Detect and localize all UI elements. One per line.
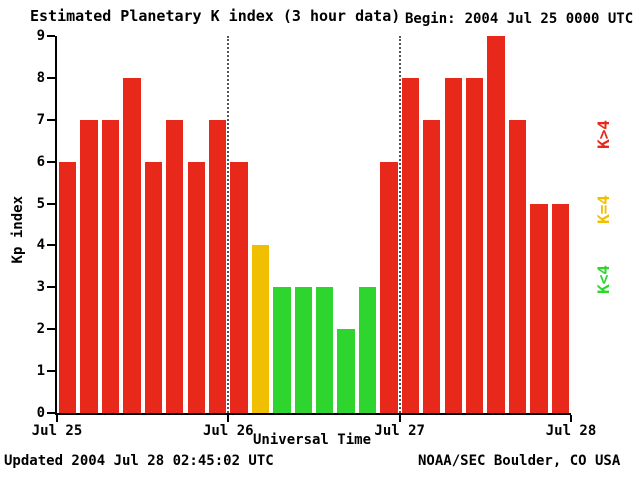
y-tick-label: 7: [36, 111, 45, 128]
kp-bar: [166, 119, 184, 413]
kp-bar: [230, 161, 248, 413]
source-credit: NOAA/SEC Boulder, CO USA: [418, 453, 621, 469]
y-tick: [47, 202, 55, 205]
day-boundary-line: [398, 36, 401, 413]
x-axis-title: Universal Time: [252, 432, 372, 448]
kp-bar: [187, 161, 205, 413]
y-tick-label: 5: [36, 195, 45, 212]
kp-bar: [530, 203, 548, 413]
x-tick-label: Jul 28: [545, 423, 597, 439]
y-tick: [47, 412, 55, 414]
y-tick: [47, 286, 55, 289]
y-tick: [47, 118, 55, 121]
kp-bar: [487, 36, 505, 413]
x-tick: [56, 415, 58, 422]
y-tick: [47, 160, 55, 163]
kp-bar: [423, 119, 441, 413]
kp-bar: [273, 287, 291, 413]
y-tick-label: 0: [36, 405, 45, 421]
x-tick-label: Jul 26: [203, 423, 254, 439]
y-tick-label: 8: [36, 69, 45, 86]
kp-bar: [508, 119, 527, 413]
legend-k-gt-4: K>4: [594, 120, 613, 149]
x-tick-label: Jul 27: [374, 423, 425, 439]
y-tick-label: 9: [36, 28, 45, 44]
legend-k-lt-4: K<4: [594, 265, 613, 294]
kp-bar: [337, 329, 355, 413]
y-tick: [47, 76, 55, 79]
day-boundary-line: [227, 36, 230, 413]
kp-bar: [444, 77, 462, 413]
kp-bar: [380, 161, 398, 413]
y-tick-label: 2: [36, 321, 45, 338]
y-tick: [47, 35, 55, 37]
kp-bar: [144, 161, 163, 413]
y-tick-label: 3: [36, 279, 45, 296]
kp-bar: [80, 119, 98, 413]
y-tick-label: 4: [36, 237, 45, 254]
x-tick: [227, 415, 230, 422]
kp-bar: [101, 119, 120, 413]
kp-bar: [294, 287, 312, 413]
kp-bar: [251, 245, 270, 413]
x-tick: [570, 415, 572, 422]
kp-bar: [401, 77, 420, 413]
kp-bar: [551, 203, 569, 413]
kp-bar: [59, 161, 77, 413]
kp-bar: [465, 77, 484, 413]
legend-k-eq-4: K=4: [594, 195, 613, 224]
y-tick-label: 1: [36, 363, 45, 380]
y-tick: [47, 244, 55, 247]
kp-bar: [316, 287, 334, 413]
x-tick: [398, 415, 401, 422]
x-tick-label: Jul 25: [31, 423, 83, 439]
y-axis-title: Kp index: [10, 196, 26, 264]
kp-bar: [358, 287, 377, 413]
kp-bar: [208, 119, 227, 413]
begin-timestamp: Begin: 2004 Jul 25 0000 UTC: [405, 11, 633, 27]
kp-bar: [123, 77, 141, 413]
y-tick-label: 6: [36, 153, 45, 170]
y-tick: [47, 370, 55, 373]
begin-value: 2004 Jul 25 0000 UTC: [464, 11, 634, 27]
begin-label: Begin:: [405, 11, 456, 27]
y-tick: [47, 328, 55, 331]
plot-area: 0 1 2 3 4 5 6 7 8 9 Jul 25 Jul 26 Jul 27 Jul 28: [32, 29, 597, 439]
chart-title: Estimated Planetary K index (3 hour data…: [30, 7, 401, 25]
updated-timestamp: Updated 2004 Jul 28 02:45:02 UTC: [4, 453, 274, 469]
